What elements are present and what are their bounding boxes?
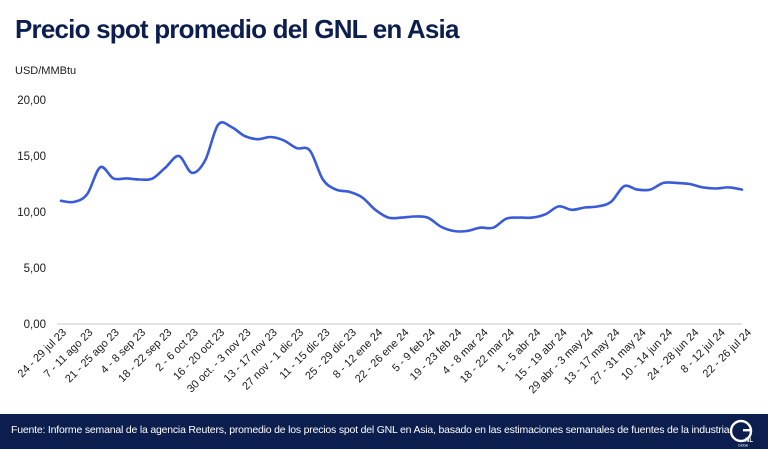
chart-title: Precio spot promedio del GNL en Asia [15,14,459,44]
svg-text:Global: Global [738,444,748,448]
svg-text:NL: NL [745,438,753,444]
footer-bar: Fuente: Informe semanal de la agencia Re… [0,414,768,449]
y-tick-label: 0,00 [24,319,46,331]
y-tick-label: 20,00 [17,95,46,107]
y-tick-label: 5,00 [24,263,46,275]
series-line [59,121,744,233]
source-note: Fuente: Informe semanal de la agencia Re… [11,424,730,436]
y-tick-label: 15,00 [17,151,46,163]
y-axis-unit-label: USD/MMBtu [15,65,77,77]
gnl-global-logo: NL Global [729,419,753,448]
y-tick-label: 10,00 [17,207,46,219]
line-chart: 0,00 5,00 10,00 15,00 20,00 24 - 29 jul 237 … [16,95,754,396]
y-axis: 0,00 5,00 10,00 15,00 20,00 [17,95,46,331]
